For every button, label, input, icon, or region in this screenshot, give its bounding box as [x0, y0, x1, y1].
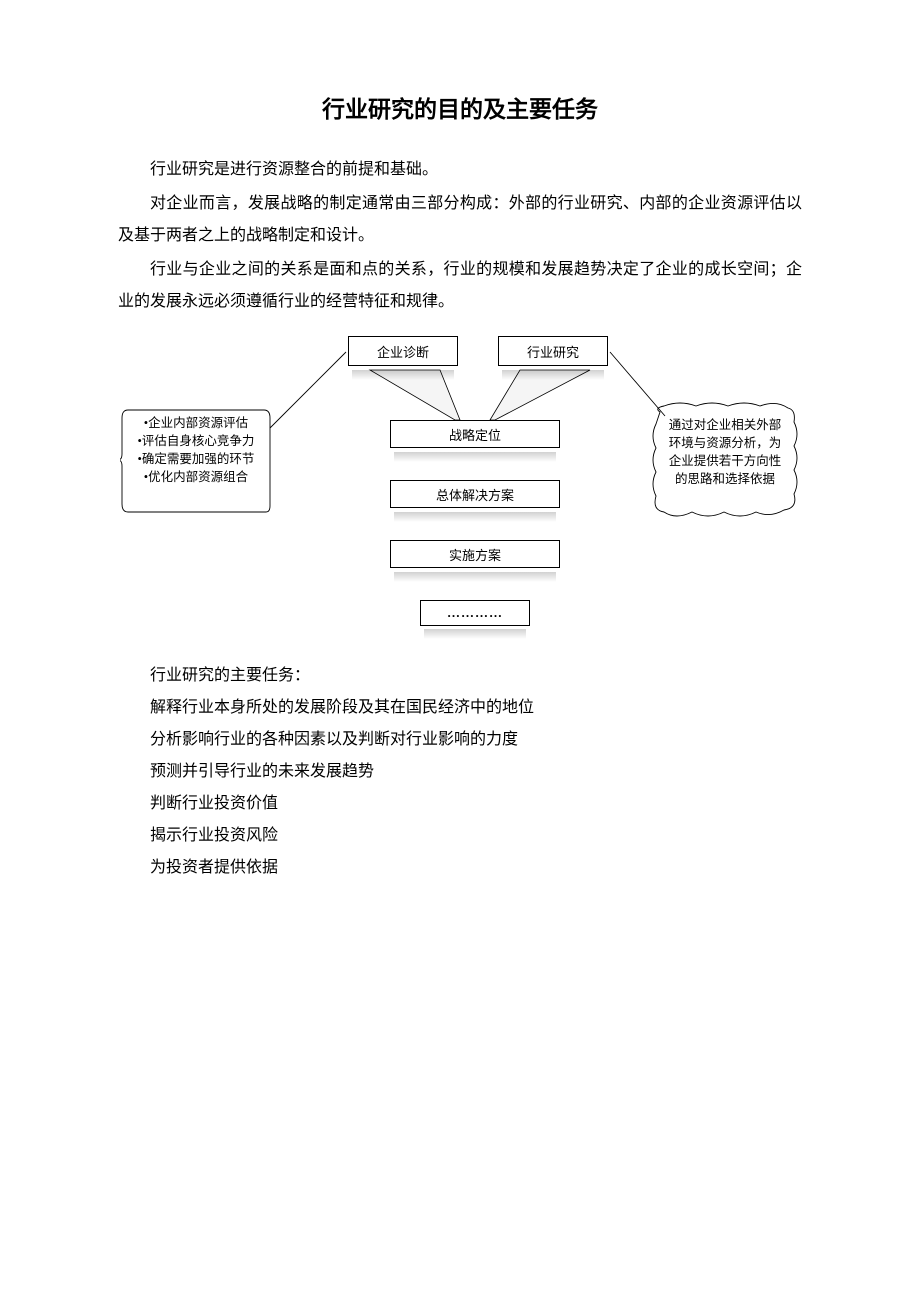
- task-item: 分析影响行业的各种因素以及判断对行业影响的力度: [118, 724, 802, 756]
- node-shadow: [394, 512, 556, 522]
- node-shadow: [502, 370, 604, 380]
- node-enterprise-diagnosis: 企业诊断: [348, 336, 458, 366]
- node-industry-research: 行业研究: [498, 336, 608, 366]
- node-shadow: [424, 629, 526, 639]
- paragraph-1: 行业研究是进行资源整合的前提和基础。: [118, 154, 802, 186]
- flowchart-diagram: 企业诊断 行业研究 战略定位 总体解决方案 实施方案 ………… •企业内部资源评…: [120, 328, 800, 648]
- callout-left-line: •企业内部资源评估: [128, 414, 264, 432]
- node-more: …………: [420, 600, 530, 626]
- tasks-intro: 行业研究的主要任务：: [118, 660, 802, 692]
- node-strategy: 战略定位: [390, 420, 560, 448]
- node-shadow: [394, 572, 556, 582]
- paragraph-3: 行业与企业之间的关系是面和点的关系，行业的规模和发展趋势决定了企业的成长空间；企…: [118, 254, 802, 318]
- callout-left-line: •评估自身核心竞争力: [128, 432, 264, 450]
- document-page: 行业研究的目的及主要任务 行业研究是进行资源整合的前提和基础。 对企业而言，发展…: [0, 0, 920, 884]
- node-shadow: [394, 452, 556, 462]
- task-item: 为投资者提供依据: [118, 852, 802, 884]
- page-title: 行业研究的目的及主要任务: [118, 90, 802, 124]
- callout-left-line: •确定需要加强的环节: [128, 450, 264, 468]
- paragraph-2: 对企业而言，发展战略的制定通常由三部分构成：外部的行业研究、内部的企业资源评估以…: [118, 188, 802, 252]
- callout-right-text: 通过对企业相关外部环境与资源分析，为企业提供若干方向性的思路和选择依据: [666, 416, 784, 488]
- node-solution: 总体解决方案: [390, 480, 560, 508]
- task-item: 判断行业投资价值: [118, 788, 802, 820]
- task-item: 揭示行业投资风险: [118, 820, 802, 852]
- node-implementation: 实施方案: [390, 540, 560, 568]
- node-shadow: [352, 370, 454, 380]
- callout-left-line: •优化内部资源组合: [128, 468, 264, 486]
- callout-right: 通过对企业相关外部环境与资源分析，为企业提供若干方向性的思路和选择依据: [660, 412, 790, 510]
- callout-left: •企业内部资源评估 •评估自身核心竞争力 •确定需要加强的环节 •优化内部资源组…: [122, 410, 270, 512]
- task-item: 预测并引导行业的未来发展趋势: [118, 756, 802, 788]
- task-item: 解释行业本身所处的发展阶段及其在国民经济中的地位: [118, 692, 802, 724]
